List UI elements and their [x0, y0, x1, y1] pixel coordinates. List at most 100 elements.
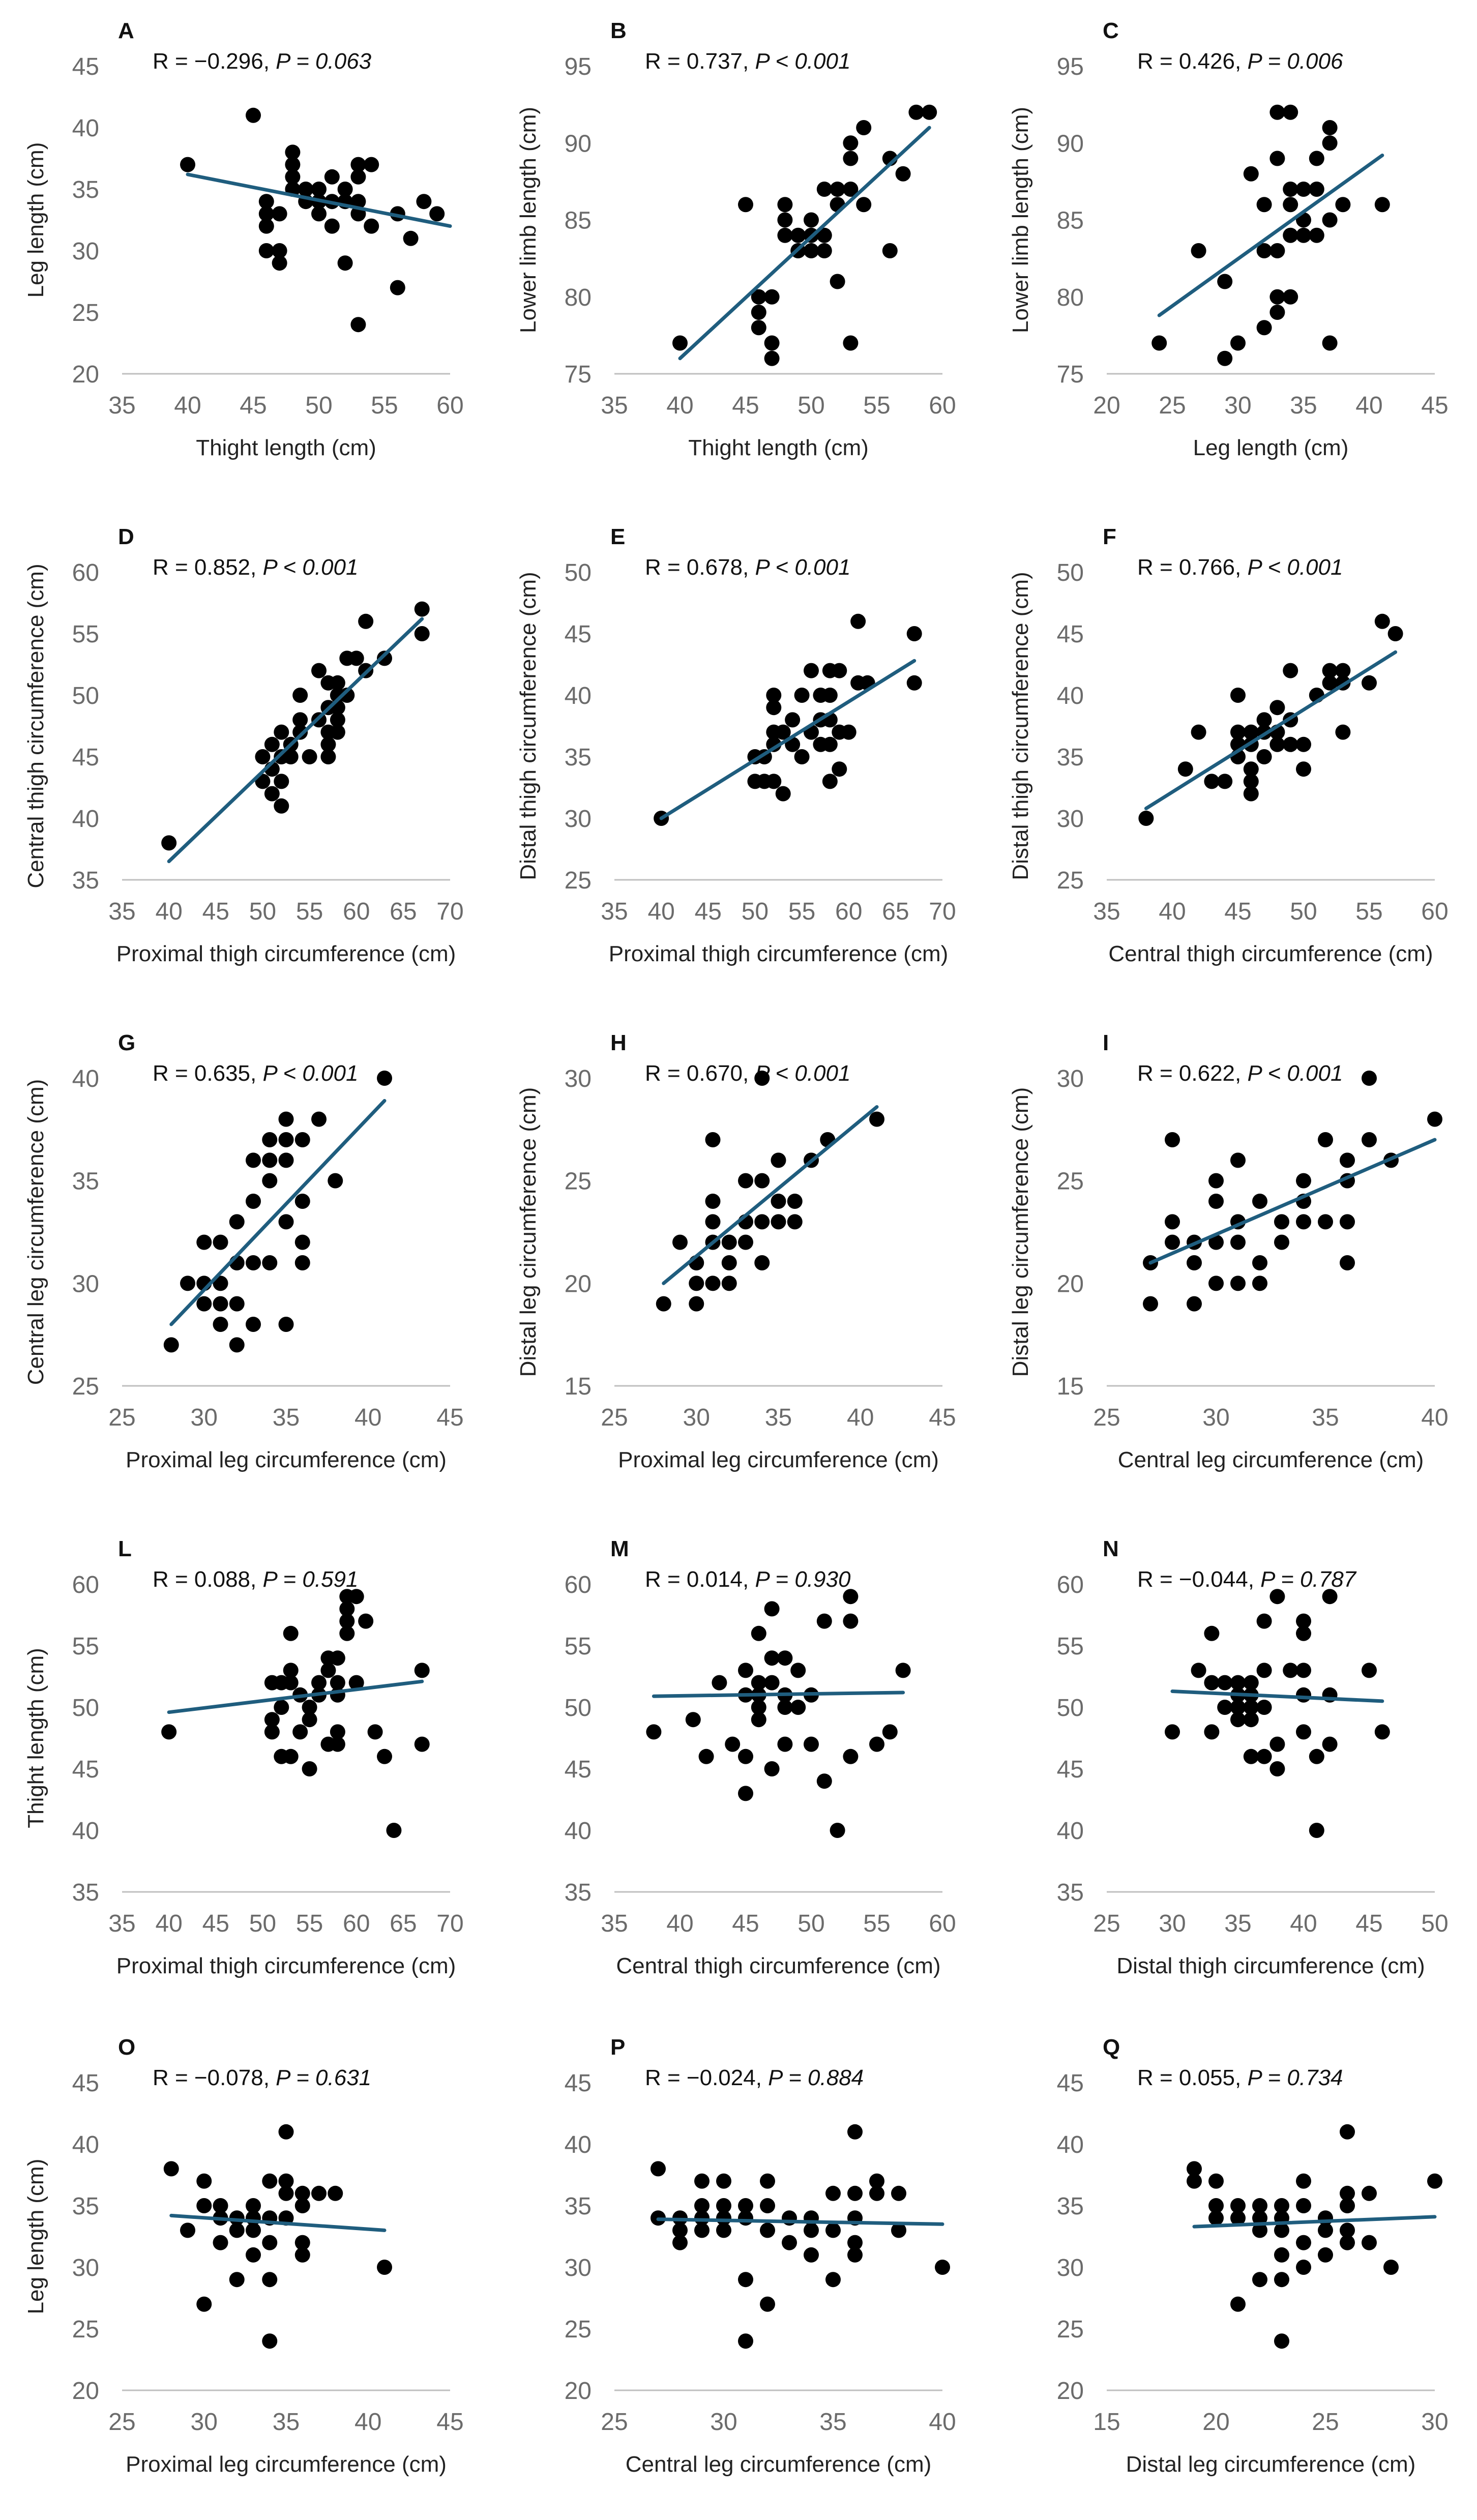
data-point — [775, 724, 791, 740]
data-point — [794, 749, 810, 764]
x-tick-label: 40 — [847, 1404, 874, 1431]
data-point — [1204, 774, 1220, 789]
data-point — [262, 1255, 278, 1270]
y-tick-label: 50 — [1057, 1695, 1084, 1722]
x-tick-label: 50 — [1290, 898, 1317, 925]
trend-line — [169, 1099, 387, 1326]
data-point — [698, 1748, 714, 1764]
data-point — [339, 1601, 355, 1617]
data-point — [272, 255, 287, 271]
data-point — [339, 688, 355, 703]
y-tick-label: 45 — [565, 1756, 592, 1783]
x-tick-label: 40 — [647, 898, 674, 925]
y-tick-label: 35 — [1057, 1879, 1084, 1906]
data-point — [285, 144, 301, 160]
panel-letter: N — [1103, 1536, 1119, 1561]
r-value-text: R = 0.622, — [1137, 1061, 1247, 1086]
y-tick-label: 95 — [565, 53, 592, 80]
data-point — [906, 626, 922, 641]
x-tick-label: 25 — [108, 1404, 135, 1431]
data-point — [1191, 724, 1206, 740]
data-point — [1427, 1111, 1442, 1127]
x-tick-label: 30 — [1224, 392, 1251, 419]
x-tick-label: 50 — [1421, 1910, 1448, 1937]
y-tick-label: 30 — [565, 2255, 592, 2281]
trend-line — [1170, 1689, 1384, 1703]
x-tick-label: 50 — [305, 392, 332, 419]
data-point — [816, 227, 832, 243]
r-value-text: R = 0.014, — [645, 1567, 755, 1592]
data-point — [1230, 2210, 1246, 2226]
x-axis-title: Proximal leg circumference (cm) — [126, 2452, 447, 2477]
data-point — [262, 1132, 278, 1147]
data-point — [1230, 2198, 1246, 2213]
data-point — [1296, 2260, 1311, 2275]
y-axis-title: Distal thigh circumference (cm) — [516, 572, 541, 880]
r-value-text: R = 0.737, — [645, 49, 755, 74]
data-point — [1269, 1761, 1285, 1776]
x-tick-label: 40 — [1421, 1404, 1448, 1431]
data-point — [272, 206, 287, 222]
data-point — [1374, 197, 1390, 213]
y-tick-label: 60 — [72, 559, 99, 586]
data-point — [766, 700, 782, 716]
data-point — [771, 1152, 786, 1168]
data-point — [264, 786, 280, 802]
x-tick-label: 25 — [601, 2409, 628, 2436]
data-point — [869, 1736, 884, 1752]
data-point — [1187, 1255, 1202, 1270]
r-value-text: R = 0.678, — [645, 555, 755, 580]
data-point — [816, 1613, 832, 1629]
data-point — [869, 2185, 884, 2201]
data-point — [1283, 663, 1298, 678]
data-point — [414, 601, 430, 617]
data-point — [822, 688, 838, 703]
data-point — [766, 736, 782, 752]
y-tick-label: 50 — [565, 1695, 592, 1722]
data-point — [1230, 688, 1246, 703]
data-point — [1230, 1675, 1246, 1691]
data-point — [694, 2173, 710, 2189]
x-tick-label: 60 — [343, 898, 370, 925]
data-point — [1256, 1700, 1272, 1715]
x-axis-title: Central thigh circumference (cm) — [1108, 941, 1433, 966]
y-tick-label: 90 — [565, 130, 592, 157]
x-axis-title: Proximal thigh circumference (cm) — [116, 1953, 456, 1978]
data-point — [1256, 1613, 1272, 1629]
data-point — [302, 1712, 317, 1728]
data-point — [1230, 1276, 1246, 1291]
data-point — [377, 2260, 392, 2275]
data-point — [843, 335, 859, 351]
data-point — [213, 2235, 228, 2250]
data-point — [751, 1675, 766, 1691]
data-point — [869, 1111, 884, 1127]
y-tick-label: 35 — [72, 1168, 99, 1195]
data-point — [790, 1663, 806, 1678]
data-point — [777, 197, 793, 213]
data-point — [822, 736, 838, 752]
data-point — [294, 2235, 310, 2250]
correlation-stats: R = −0.024, P = 0.884 — [645, 2065, 864, 2090]
data-point — [716, 2198, 731, 2213]
x-tick-label: 40 — [666, 1910, 693, 1937]
data-point — [764, 1650, 780, 1666]
data-point — [787, 1194, 803, 1209]
x-tick-label: 30 — [191, 1404, 218, 1431]
data-point — [1177, 761, 1193, 777]
trend-line — [662, 1105, 879, 1285]
y-tick-label: 25 — [1057, 1168, 1084, 1195]
chart-panel-d: D R = 0.852, P < 0.001 35 40 45 50 55 60 35 40 45 5… — [0, 506, 488, 1010]
y-tick-label: 35 — [72, 867, 99, 894]
correlation-stats: R = −0.078, P = 0.631 — [153, 2065, 371, 2090]
x-tick-label: 35 — [601, 1910, 628, 1937]
correlation-stats: R = 0.635, P < 0.001 — [153, 1061, 358, 1086]
data-point — [771, 1214, 786, 1230]
data-point — [1187, 2161, 1202, 2177]
trend-line — [1192, 2215, 1437, 2229]
x-axis-title: Proximal thigh circumference (cm) — [116, 941, 456, 966]
data-point — [856, 197, 872, 213]
data-point — [274, 1700, 289, 1715]
data-point — [414, 626, 430, 641]
data-point — [348, 1675, 364, 1691]
data-point — [1322, 675, 1338, 691]
